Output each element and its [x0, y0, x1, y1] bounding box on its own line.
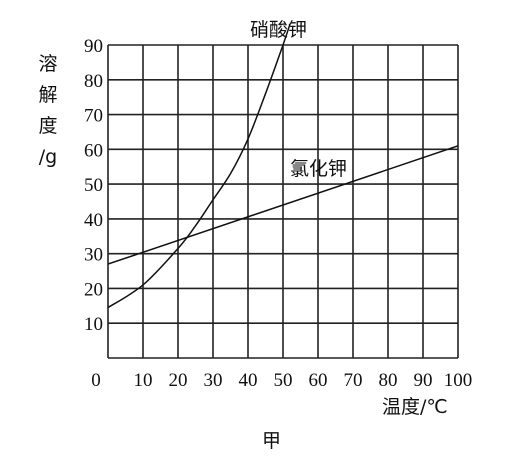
x-tick-labels: 0 10 20 30 40 50 60 70 80 90 100	[91, 370, 472, 391]
curves	[108, 23, 458, 309]
y-tick-label: 90	[84, 36, 103, 57]
x-tick-label: 0	[91, 370, 101, 391]
series-label-potassium-nitrate: 硝酸钾	[250, 19, 307, 41]
x-axis-label: 温度/℃	[382, 396, 448, 418]
y-tick-label: 50	[84, 175, 103, 196]
y-tick-label: 20	[84, 279, 103, 300]
x-tick-label: 30	[204, 370, 223, 391]
y-tick-label: 10	[84, 314, 103, 335]
y-tick-label: 80	[84, 71, 103, 92]
series-line-potassium-nitrate	[108, 23, 291, 309]
y-axis-label-char: 度	[38, 115, 57, 137]
y-axis-label-char: 解	[38, 84, 57, 106]
figure-caption: 甲	[262, 430, 281, 452]
x-tick-label: 70	[344, 370, 363, 391]
x-tick-label: 50	[274, 370, 293, 391]
x-tick-label: 60	[309, 370, 328, 391]
x-tick-label: 40	[239, 370, 258, 391]
series-line-potassium-chloride	[108, 145, 458, 265]
y-axis-label-char: 溶	[38, 53, 57, 75]
x-tick-label: 20	[169, 370, 188, 391]
grid	[107, 44, 459, 359]
y-tick-labels: 10 20 30 40 50 60 70 80 90	[84, 36, 103, 335]
x-tick-label: 80	[379, 370, 398, 391]
y-tick-label: 70	[84, 106, 103, 127]
y-tick-label: 60	[84, 140, 103, 161]
y-axis-label: 溶解度/g	[38, 53, 57, 168]
y-tick-label: 40	[84, 210, 103, 231]
series-label-potassium-chloride: 氯化钾	[290, 158, 347, 180]
x-tick-label: 100	[444, 370, 473, 391]
y-axis-label-char: /g	[39, 146, 57, 168]
y-tick-label: 30	[84, 245, 103, 266]
x-tick-label: 90	[414, 370, 433, 391]
x-tick-label: 10	[134, 370, 153, 391]
